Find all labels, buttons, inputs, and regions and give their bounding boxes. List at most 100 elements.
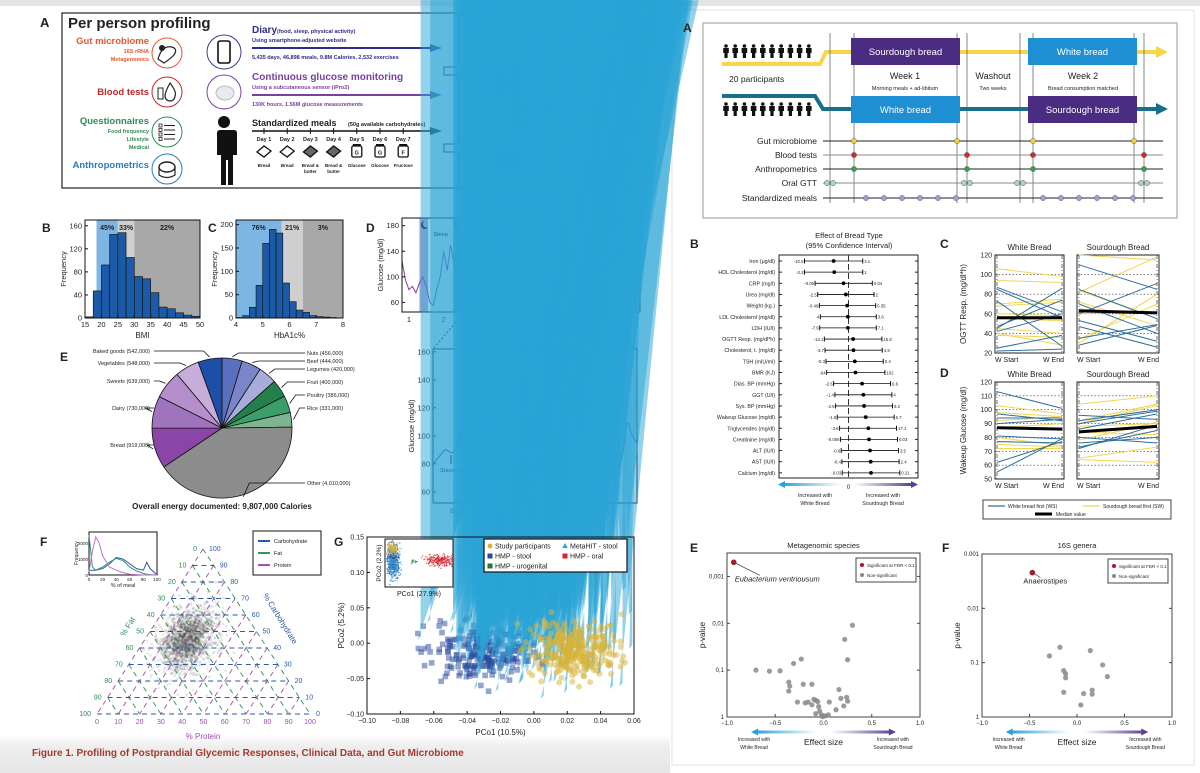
meal-point (178, 654, 181, 658)
meal-point (197, 646, 200, 650)
x-tick-label: 0.02 (560, 718, 574, 725)
meal-point (167, 641, 170, 644)
meal-point (182, 654, 186, 657)
x-tick-label: −1.0 (976, 721, 989, 727)
meal-point (195, 618, 199, 621)
inset-point (442, 558, 444, 560)
meal-point (170, 639, 173, 642)
meal-point (190, 637, 194, 640)
inset-point (435, 565, 437, 567)
meal-point (192, 671, 196, 675)
day-label: Day 7 (396, 137, 411, 143)
meal-point (193, 632, 196, 636)
meal-point (188, 638, 191, 642)
pcoa-point (439, 641, 446, 648)
meal-point (198, 645, 202, 648)
meal-point (184, 611, 188, 614)
meal-point (168, 640, 171, 644)
meal-point (227, 629, 230, 632)
meal-point (216, 644, 219, 647)
y-axis-label: p-value (698, 621, 707, 648)
pie-slice-label: Rice (331,000) (307, 406, 343, 412)
icon-circle (206, 34, 242, 70)
meal-point (194, 597, 197, 601)
pcoa-point (572, 670, 579, 677)
meal-point (166, 617, 170, 620)
meal-point (192, 638, 196, 642)
meal-point (186, 644, 189, 647)
region-percent-label: 22% (160, 225, 175, 232)
meal-point (201, 650, 205, 654)
y-axis-label: Glucose (mg/dl) (376, 238, 385, 291)
meal-point (199, 641, 203, 644)
meal-point (184, 628, 187, 632)
effect-point (869, 470, 873, 475)
meal-point (187, 638, 191, 642)
meal-point (182, 641, 185, 644)
meal-point (190, 639, 194, 643)
meal-point (168, 644, 172, 647)
inset-point (437, 559, 440, 561)
inset-point (452, 557, 454, 559)
meal-point (178, 667, 182, 670)
meal-point (174, 626, 178, 630)
meal-point (202, 641, 206, 645)
meal-point (200, 605, 204, 608)
x-tick-label: 30 (130, 320, 138, 329)
x-tick-label: −0.02 (492, 718, 510, 725)
meal-point (187, 612, 191, 615)
y-tick-label: 0.10 (350, 570, 364, 577)
pcoa-point (589, 650, 596, 657)
y-tick-label: 80 (984, 292, 992, 299)
meal-point (194, 618, 198, 621)
meal-point (210, 644, 214, 648)
meal-point (193, 624, 196, 627)
meal-point (194, 644, 197, 647)
inset-point (394, 547, 396, 549)
meal-point (184, 638, 187, 641)
panel-b-histogram-bmi: B 45% 33% 22%15 20 25 30 35 40 45 5004080120160BMI… (42, 219, 204, 340)
meal-point (177, 635, 181, 638)
meal-point (183, 625, 186, 629)
meal-point (175, 667, 178, 671)
pie-slice-label: Vegetables (548,000) (98, 361, 150, 367)
y-tick-label: 0,001 (709, 574, 725, 580)
person-head (218, 116, 230, 128)
meal-point (195, 628, 198, 631)
meal-point (177, 594, 181, 597)
ci-upper-label: 0.35 (877, 303, 886, 308)
meal-point (186, 665, 190, 668)
meal-point (189, 637, 193, 640)
meal-point (181, 642, 185, 646)
meal-point (171, 617, 175, 620)
row-label: HDL Cholesterol (mg/dl) (718, 270, 775, 276)
day-label: Day 5 (349, 137, 364, 143)
y-tick-label: 100 (980, 407, 992, 414)
meal-point (192, 642, 196, 646)
nonsignificant-point (1100, 662, 1106, 668)
meal-point (156, 637, 159, 641)
meal-point (209, 638, 213, 642)
meal-point (171, 648, 175, 651)
meal-point (171, 668, 175, 671)
meal-point (177, 625, 181, 628)
meal-point (167, 664, 170, 668)
meal-point (200, 639, 203, 643)
meal-point (179, 616, 182, 619)
meal-point (192, 633, 195, 637)
y-tick-label: 60 (984, 311, 992, 318)
figure-caption: Figure 1. Profiling of Postprandial Glyc… (32, 748, 464, 759)
meal-point (180, 636, 184, 640)
meal-point (178, 672, 181, 675)
meal-point (202, 636, 206, 639)
meal-point (200, 650, 204, 653)
meal-point (169, 679, 172, 682)
meal-point (194, 656, 198, 659)
meal-point (199, 631, 203, 635)
row-label: Wakeup Glucose (mg/dl) (717, 415, 775, 421)
pcoa-point (436, 623, 442, 629)
caption-band (0, 735, 670, 773)
meal-point (164, 649, 168, 652)
